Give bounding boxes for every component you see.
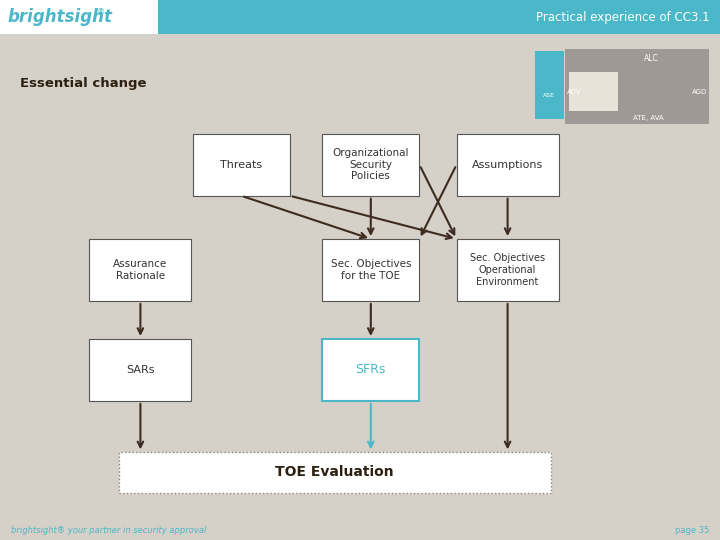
FancyBboxPatch shape [158,0,720,34]
FancyBboxPatch shape [323,339,419,401]
FancyBboxPatch shape [89,339,192,401]
FancyBboxPatch shape [535,51,564,119]
Text: TOE Evaluation: TOE Evaluation [276,465,394,480]
FancyBboxPatch shape [89,239,192,301]
Text: SARs: SARs [126,365,155,375]
Text: ADV: ADV [567,90,582,96]
Text: page 35: page 35 [675,526,709,535]
Text: Threats: Threats [220,160,262,170]
Text: Assurance
Rationale: Assurance Rationale [113,259,168,281]
FancyBboxPatch shape [0,34,720,540]
Text: Sec. Objectives
for the TOE: Sec. Objectives for the TOE [330,259,411,281]
FancyBboxPatch shape [193,134,289,195]
FancyBboxPatch shape [323,239,419,301]
FancyBboxPatch shape [565,49,709,124]
Text: Organizational
Security
Policies: Organizational Security Policies [333,148,409,181]
Text: ASE: ASE [544,93,555,98]
Text: AGD: AGD [692,90,707,96]
FancyBboxPatch shape [0,0,158,34]
Text: SFRs: SFRs [356,363,386,376]
Text: brightsight® your partner in security approval: brightsight® your partner in security ap… [11,526,206,535]
Text: Sec. Objectives
Operational
Environment: Sec. Objectives Operational Environment [470,253,545,287]
Text: ALC: ALC [644,54,659,63]
Text: Practical experience of CC3.1: Practical experience of CC3.1 [536,10,709,24]
Text: brightsight: brightsight [7,8,112,26]
FancyBboxPatch shape [456,134,559,195]
Text: ®: ® [97,9,105,17]
FancyBboxPatch shape [323,134,419,195]
FancyBboxPatch shape [119,453,551,492]
Text: Assumptions: Assumptions [472,160,543,170]
Text: ATE, AVA: ATE, AVA [634,114,664,121]
FancyBboxPatch shape [569,72,618,111]
FancyBboxPatch shape [456,239,559,301]
Text: Essential change: Essential change [20,77,147,90]
